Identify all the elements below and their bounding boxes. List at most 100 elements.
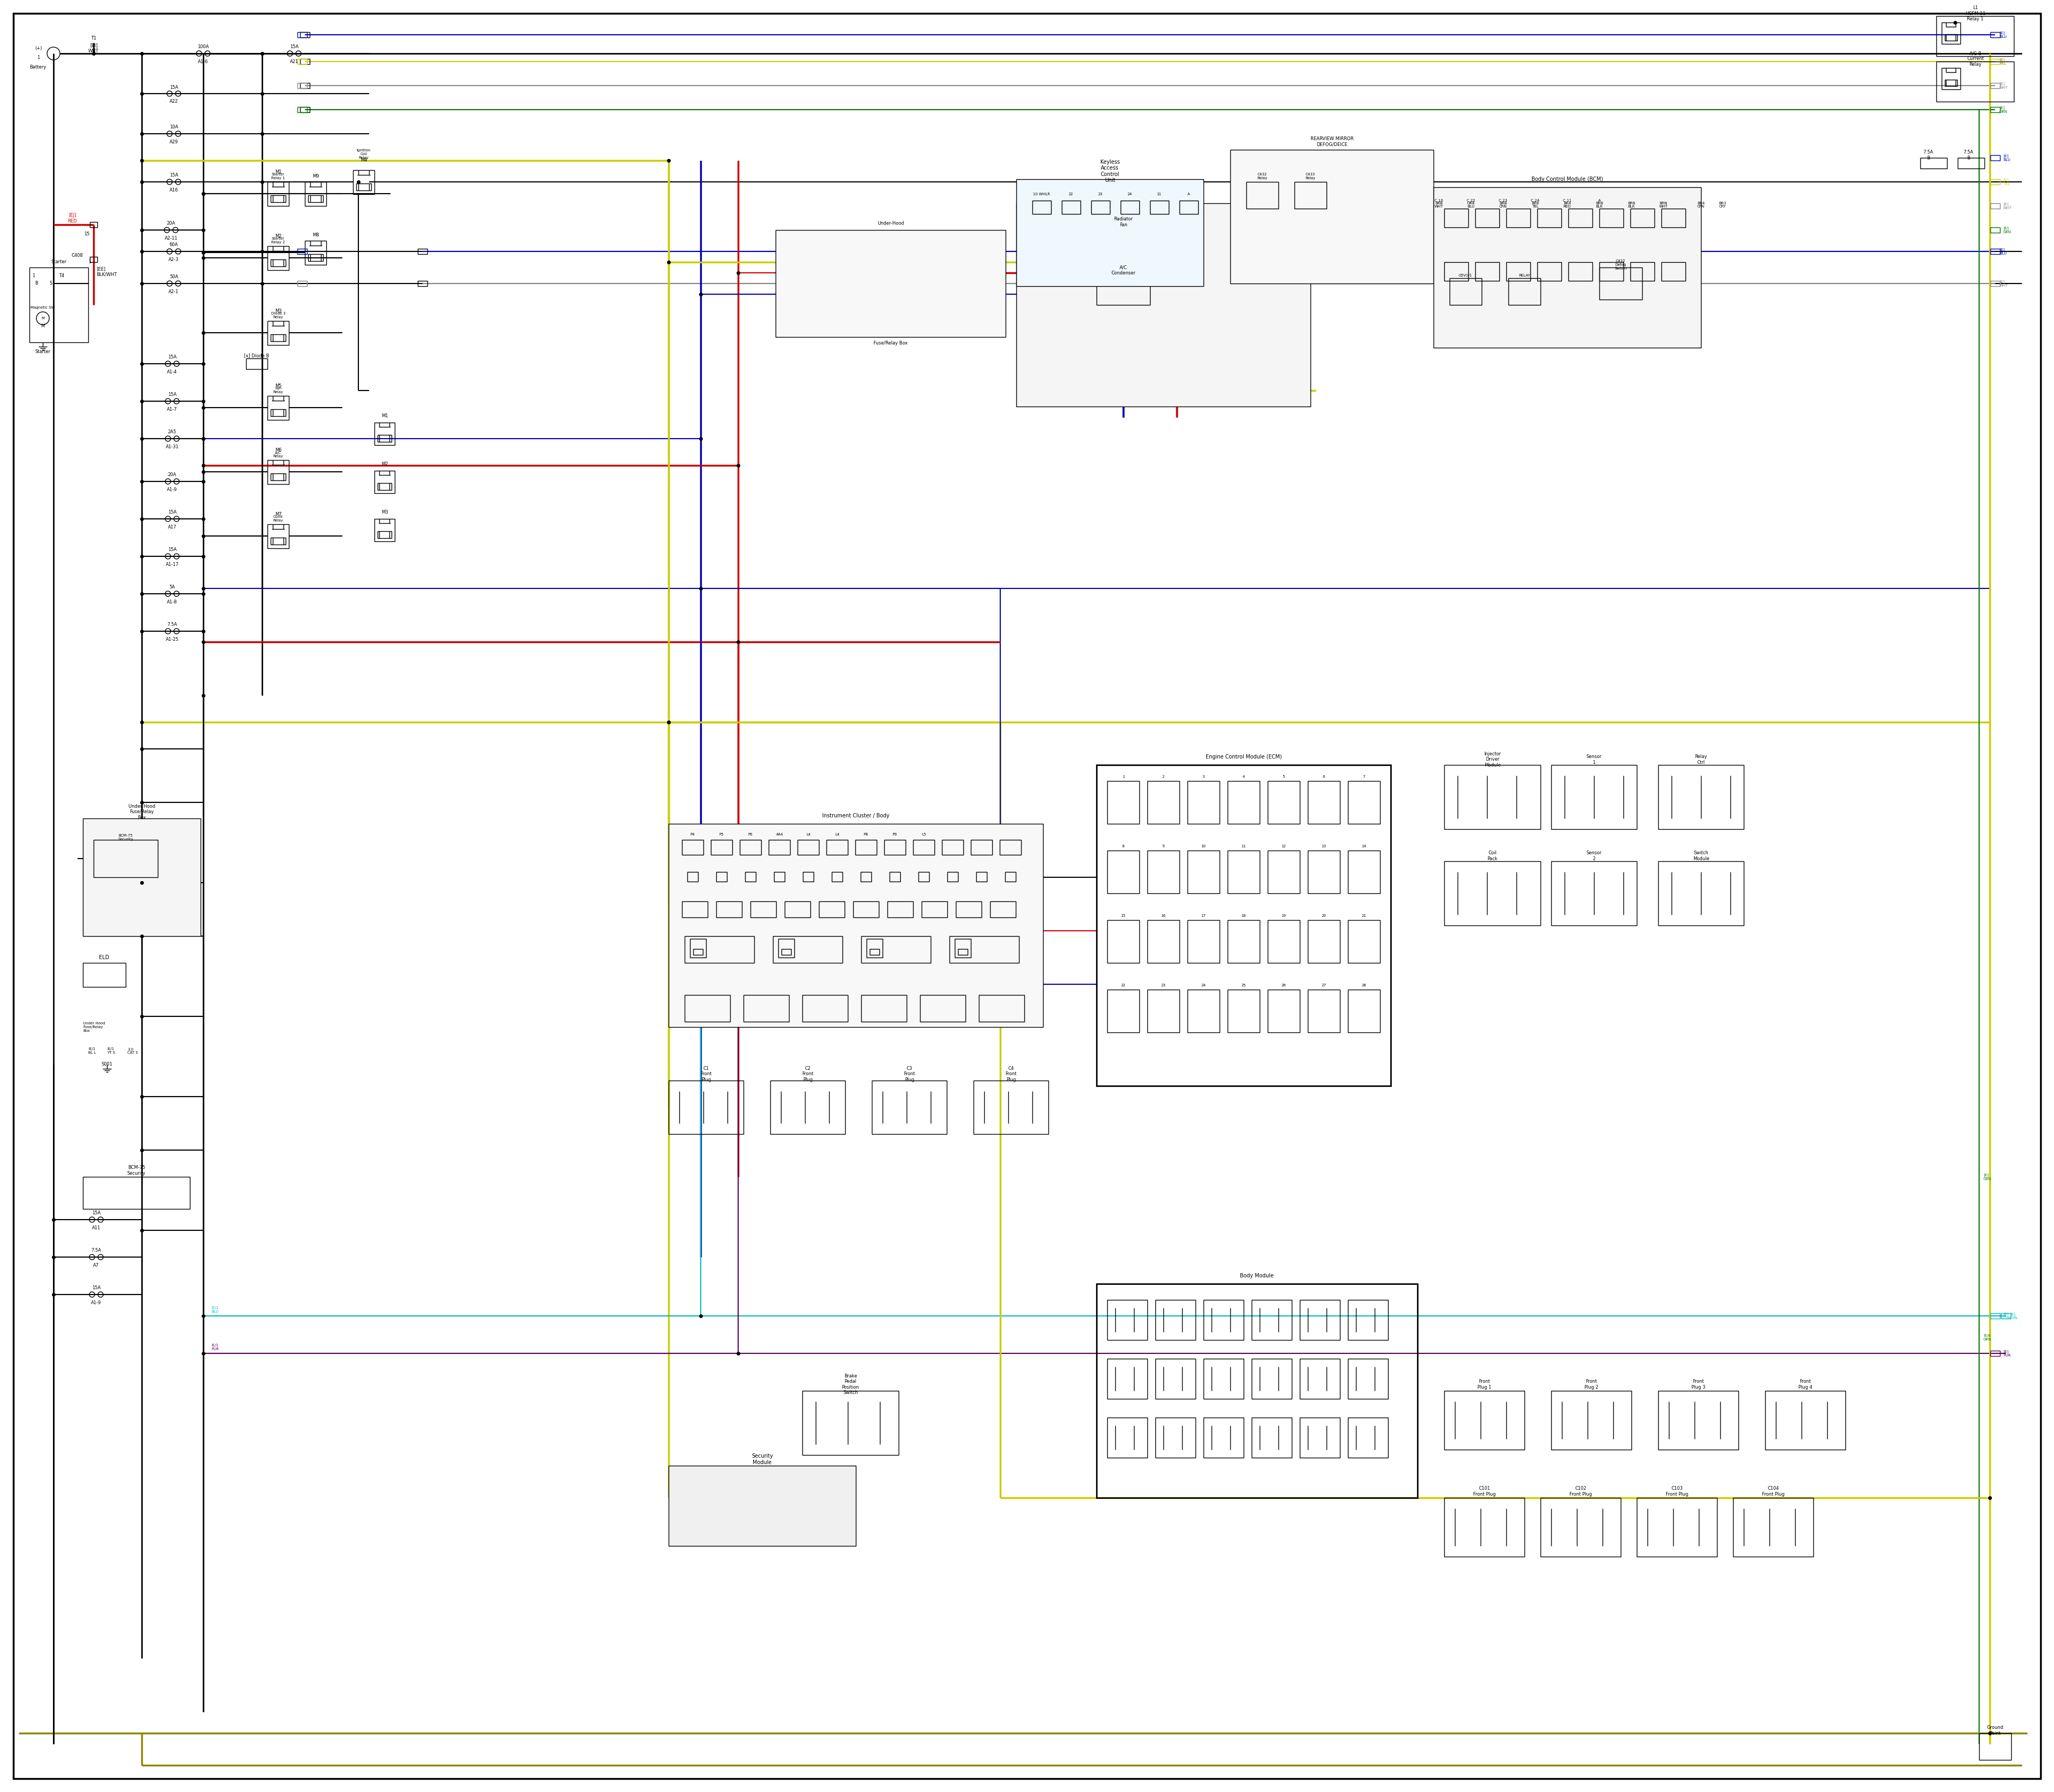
Text: 19: 19 bbox=[1282, 914, 1286, 918]
Text: M8: M8 bbox=[312, 233, 318, 238]
Text: 11: 11 bbox=[1241, 844, 1247, 848]
Bar bbox=[271, 409, 286, 416]
Bar bbox=[750, 901, 776, 918]
Bar bbox=[1267, 919, 1300, 962]
Bar bbox=[1658, 862, 1744, 925]
Text: M3: M3 bbox=[382, 511, 388, 514]
Text: 13: 13 bbox=[1321, 844, 1327, 848]
Text: REARVIEW MIRROR
DEFOG/DEICE: REARVIEW MIRROR DEFOG/DEICE bbox=[1310, 136, 1354, 147]
Bar bbox=[1154, 1417, 1195, 1457]
Text: C 22: C 22 bbox=[1467, 199, 1475, 202]
Text: Sensor
1: Sensor 1 bbox=[1586, 754, 1602, 765]
Text: 17: 17 bbox=[1202, 914, 1206, 918]
Text: [EI]
WHT: [EI] WHT bbox=[88, 43, 99, 54]
Bar bbox=[1267, 851, 1300, 894]
Bar bbox=[1444, 1391, 1524, 1450]
Bar bbox=[889, 873, 900, 882]
Bar bbox=[267, 181, 290, 206]
Bar bbox=[378, 484, 392, 489]
Bar bbox=[684, 935, 754, 962]
Bar bbox=[1569, 208, 1592, 228]
Text: T1: T1 bbox=[90, 36, 97, 41]
Text: [E]
GRN: [E] GRN bbox=[1984, 1174, 1992, 1181]
Text: BCM-75
Security: BCM-75 Security bbox=[117, 833, 134, 840]
Text: Sensor
2: Sensor 2 bbox=[1586, 851, 1602, 862]
Text: 20A: 20A bbox=[168, 473, 177, 477]
Bar bbox=[1187, 989, 1220, 1032]
Bar bbox=[1179, 201, 1197, 213]
Text: 15A: 15A bbox=[168, 392, 177, 398]
Text: 5A: 5A bbox=[168, 584, 175, 590]
Text: ELD: ELD bbox=[99, 955, 109, 961]
Bar bbox=[1097, 1283, 1417, 1498]
Bar bbox=[1945, 34, 1957, 41]
Text: A1-8: A1-8 bbox=[166, 599, 177, 604]
Bar bbox=[914, 840, 935, 855]
Bar bbox=[304, 181, 327, 206]
Bar bbox=[1990, 156, 2001, 161]
Text: S: S bbox=[49, 281, 51, 287]
Text: [E]
YEL: [E] YEL bbox=[1999, 57, 2007, 65]
Bar bbox=[972, 840, 992, 855]
Text: P4: P4 bbox=[690, 833, 694, 837]
Bar bbox=[1308, 851, 1339, 894]
Text: Magnetic SW: Magnetic SW bbox=[31, 306, 55, 310]
Bar bbox=[304, 240, 327, 265]
Bar bbox=[1033, 201, 1052, 213]
Text: M: M bbox=[41, 317, 45, 321]
Text: [E]
BLU: [E] BLU bbox=[1999, 247, 2007, 254]
Bar bbox=[854, 840, 877, 855]
Bar bbox=[1434, 186, 1701, 348]
Text: A1-9: A1-9 bbox=[90, 1301, 101, 1305]
Bar bbox=[861, 935, 930, 962]
Text: 1: 1 bbox=[37, 56, 39, 61]
Text: G5V1/1: G5V1/1 bbox=[1458, 274, 1473, 278]
Bar bbox=[1600, 267, 1641, 299]
Text: 22: 22 bbox=[1121, 984, 1126, 987]
Bar bbox=[947, 873, 957, 882]
Text: C1
Front
Plug: C1 Front Plug bbox=[700, 1066, 713, 1082]
Text: A29: A29 bbox=[170, 140, 179, 143]
Bar bbox=[1267, 989, 1300, 1032]
Text: BR8
TEL: BR8 TEL bbox=[1532, 201, 1538, 208]
Text: C 11: C 11 bbox=[1563, 199, 1571, 202]
Text: Cond
Relay: Cond Relay bbox=[273, 516, 283, 521]
Bar bbox=[781, 950, 791, 955]
Text: Starter
Relay 2: Starter Relay 2 bbox=[271, 237, 286, 244]
Bar bbox=[1347, 781, 1380, 824]
Text: 50A: 50A bbox=[170, 274, 179, 280]
Text: BRN
WHT: BRN WHT bbox=[1660, 201, 1668, 208]
Text: A2-3: A2-3 bbox=[168, 256, 179, 262]
Text: 27: 27 bbox=[1321, 984, 1327, 987]
Bar bbox=[1662, 262, 1686, 281]
Text: BCM-75
Security: BCM-75 Security bbox=[127, 1165, 146, 1176]
Bar bbox=[922, 901, 947, 918]
Bar bbox=[298, 249, 306, 254]
Text: 23: 23 bbox=[1099, 192, 1103, 195]
Text: 15A: 15A bbox=[168, 548, 177, 552]
Bar bbox=[744, 995, 789, 1021]
Text: L4: L4 bbox=[805, 833, 811, 837]
Bar bbox=[826, 840, 848, 855]
Bar bbox=[1990, 249, 2001, 254]
Text: P8: P8 bbox=[863, 833, 869, 837]
Text: A1-4: A1-4 bbox=[166, 369, 177, 375]
Text: A7: A7 bbox=[92, 1263, 99, 1267]
Text: A2-1: A2-1 bbox=[168, 289, 179, 294]
Bar bbox=[1230, 151, 1434, 283]
Text: Fan
Relay: Fan Relay bbox=[273, 387, 283, 394]
Text: C432
Defoq
Switch: C432 Defoq Switch bbox=[1614, 260, 1627, 271]
Bar bbox=[1990, 1351, 2001, 1357]
Text: Instrument Cluster / Body: Instrument Cluster / Body bbox=[822, 814, 889, 819]
Bar bbox=[1508, 278, 1540, 305]
Bar bbox=[1990, 82, 2001, 88]
Text: 10: 10 bbox=[1202, 844, 1206, 848]
Text: A17: A17 bbox=[168, 525, 177, 529]
Text: IE/1
PUR: IE/1 PUR bbox=[212, 1344, 220, 1351]
Text: 15A: 15A bbox=[168, 511, 177, 514]
Text: Front
Plug 1: Front Plug 1 bbox=[1477, 1380, 1491, 1389]
Bar bbox=[1450, 278, 1481, 305]
Bar bbox=[1637, 1498, 1717, 1557]
Bar bbox=[1097, 765, 1391, 1086]
Bar bbox=[353, 170, 374, 194]
